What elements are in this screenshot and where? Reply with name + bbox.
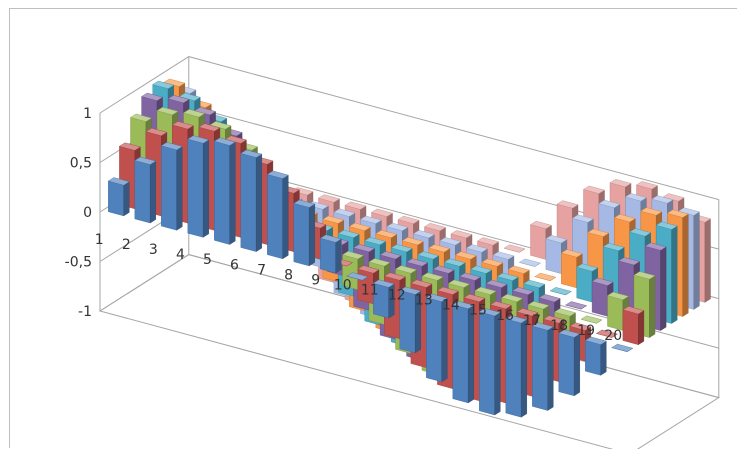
bar [580,315,603,324]
x-tick-label: 3 [149,242,158,258]
x-tick-label: 2 [122,237,131,253]
bar [346,272,369,281]
bar [319,234,342,274]
x-tick-label: 13 [415,293,433,309]
bar [505,315,528,418]
bar [518,258,541,267]
bar [425,293,448,383]
bar [534,272,557,281]
bars-layer [107,78,711,418]
x-tick-label: 4 [176,247,185,263]
x-tick-label: 17 [523,313,541,329]
x-tick-label: 19 [577,323,595,339]
x-axis-ticks: 1 2 3 4 5 6 7 8 9 10 11 12 13 14 15 16 17 18 19 20 [95,232,622,344]
y-axis-ticks: -1 -0,5 0 0,5 1 [65,106,92,320]
y-tick-label: -1 [78,304,92,320]
x-tick-label: 8 [284,267,293,283]
floor [98,254,721,449]
bar [503,244,526,253]
bar [187,135,210,238]
bar [565,301,588,310]
bar [452,300,475,404]
y-tick-label: 0 [83,205,92,221]
y-tick-label: 0,5 [70,156,92,172]
bar [240,149,263,252]
bar [372,279,395,319]
y-tick-label: -0,5 [65,255,92,271]
x-tick-label: 16 [496,308,514,324]
x-tick-label: 7 [257,262,266,278]
bar [399,286,422,354]
bar [213,137,236,245]
bar [293,199,316,267]
x-tick-label: 10 [334,277,352,293]
x-tick-label: 1 [95,232,104,248]
x-tick-label: 20 [604,328,622,344]
x-tick-label: 5 [203,252,212,268]
x-tick-label: 14 [442,298,460,314]
y-tick-label: 1 [83,106,92,122]
bar [478,308,501,416]
bar [622,306,645,346]
bar [266,170,289,260]
bar [160,142,183,231]
x-tick-label: 6 [230,257,239,273]
bar [107,177,130,217]
x-tick-label: 9 [311,272,320,288]
x-tick-label: 15 [469,303,487,319]
bar [531,322,554,411]
x-tick-label: 12 [388,288,406,304]
x-tick-label: 11 [361,283,379,299]
bar [549,287,572,296]
bar [584,336,607,376]
bar [558,329,581,397]
x-tick-label: 18 [550,318,568,334]
bar [611,343,634,352]
bar [134,156,157,224]
bar [595,329,618,338]
